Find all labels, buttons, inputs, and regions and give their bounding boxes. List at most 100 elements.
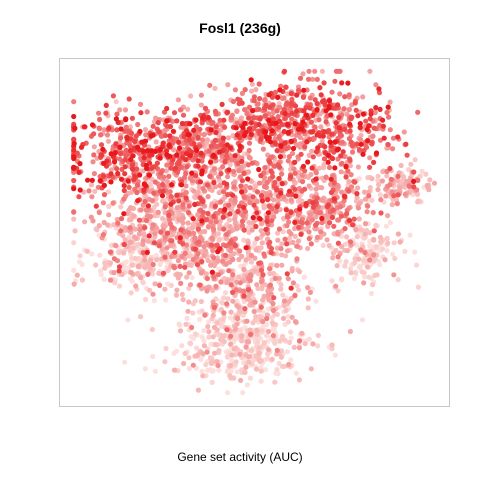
data-point <box>385 104 391 110</box>
data-point <box>389 251 396 257</box>
data-point <box>213 283 219 289</box>
data-point <box>175 97 181 103</box>
data-point <box>361 274 367 280</box>
data-point <box>117 107 123 113</box>
data-point <box>250 108 256 114</box>
data-point <box>305 285 311 291</box>
data-point <box>272 89 278 95</box>
data-point <box>310 112 316 118</box>
data-point <box>93 262 99 268</box>
data-point <box>333 120 339 126</box>
data-point <box>314 101 320 107</box>
data-point <box>113 141 119 147</box>
data-point <box>403 141 409 147</box>
data-point <box>169 182 175 188</box>
data-point <box>258 279 264 285</box>
data-point <box>158 229 164 235</box>
data-point <box>195 163 201 169</box>
data-point <box>335 240 341 246</box>
data-point <box>323 119 329 125</box>
data-point <box>263 322 270 328</box>
data-point <box>297 75 304 81</box>
data-point <box>189 324 195 331</box>
data-point <box>225 390 231 396</box>
data-point <box>96 209 102 216</box>
data-point <box>272 275 278 281</box>
data-point <box>225 82 231 88</box>
data-point <box>378 197 384 203</box>
data-point <box>137 223 143 229</box>
data-point <box>147 214 154 220</box>
data-point <box>368 111 374 117</box>
data-point <box>223 243 229 249</box>
data-point <box>224 181 230 187</box>
data-point <box>123 153 129 159</box>
data-point <box>250 215 256 221</box>
data-point <box>206 334 212 340</box>
data-point <box>314 107 320 113</box>
data-point <box>400 174 406 180</box>
data-point <box>272 340 278 346</box>
data-point <box>180 241 186 247</box>
data-point <box>352 179 358 185</box>
data-point <box>88 182 95 188</box>
data-point <box>97 268 104 274</box>
data-point <box>245 339 252 345</box>
data-point <box>334 263 340 269</box>
data-point <box>369 197 375 203</box>
data-point <box>194 147 200 154</box>
data-point <box>314 195 320 201</box>
data-point <box>373 222 379 228</box>
data-point <box>269 120 275 126</box>
data-point <box>292 186 298 192</box>
data-point <box>160 181 166 188</box>
data-point <box>267 271 273 277</box>
data-point <box>415 109 421 115</box>
data-point <box>185 132 191 138</box>
data-point <box>237 248 243 254</box>
data-point <box>211 305 218 311</box>
data-point <box>115 220 121 226</box>
data-point <box>275 114 281 120</box>
data-point <box>281 298 288 304</box>
data-point <box>247 185 253 191</box>
data-point <box>245 354 252 360</box>
data-point <box>112 280 118 286</box>
data-point <box>183 189 189 196</box>
data-point <box>211 255 217 261</box>
data-point <box>336 114 342 120</box>
data-point <box>281 95 287 101</box>
data-point <box>192 201 198 208</box>
data-point <box>284 223 290 229</box>
data-point <box>265 338 271 344</box>
data-point <box>352 100 358 106</box>
data-point <box>292 121 298 127</box>
data-point <box>288 138 294 144</box>
data-point <box>237 327 243 333</box>
data-point <box>331 196 337 202</box>
data-point <box>195 352 201 358</box>
data-point <box>285 122 291 128</box>
data-point <box>297 206 303 212</box>
data-point <box>288 357 294 363</box>
data-point <box>356 256 362 262</box>
data-point <box>116 268 122 274</box>
data-point <box>342 226 348 232</box>
data-point <box>239 90 245 96</box>
data-point <box>385 213 391 219</box>
data-point <box>133 283 139 289</box>
data-point <box>288 335 294 341</box>
data-point <box>282 337 288 343</box>
data-point <box>205 324 211 330</box>
data-point <box>194 262 201 268</box>
data-point <box>387 99 393 105</box>
data-point <box>140 231 147 237</box>
data-point <box>199 168 205 174</box>
data-point <box>224 354 230 360</box>
data-point <box>135 198 141 204</box>
data-point <box>335 231 341 237</box>
data-point <box>228 362 234 369</box>
data-point <box>120 233 126 239</box>
data-point <box>265 356 271 362</box>
data-point <box>292 319 299 325</box>
